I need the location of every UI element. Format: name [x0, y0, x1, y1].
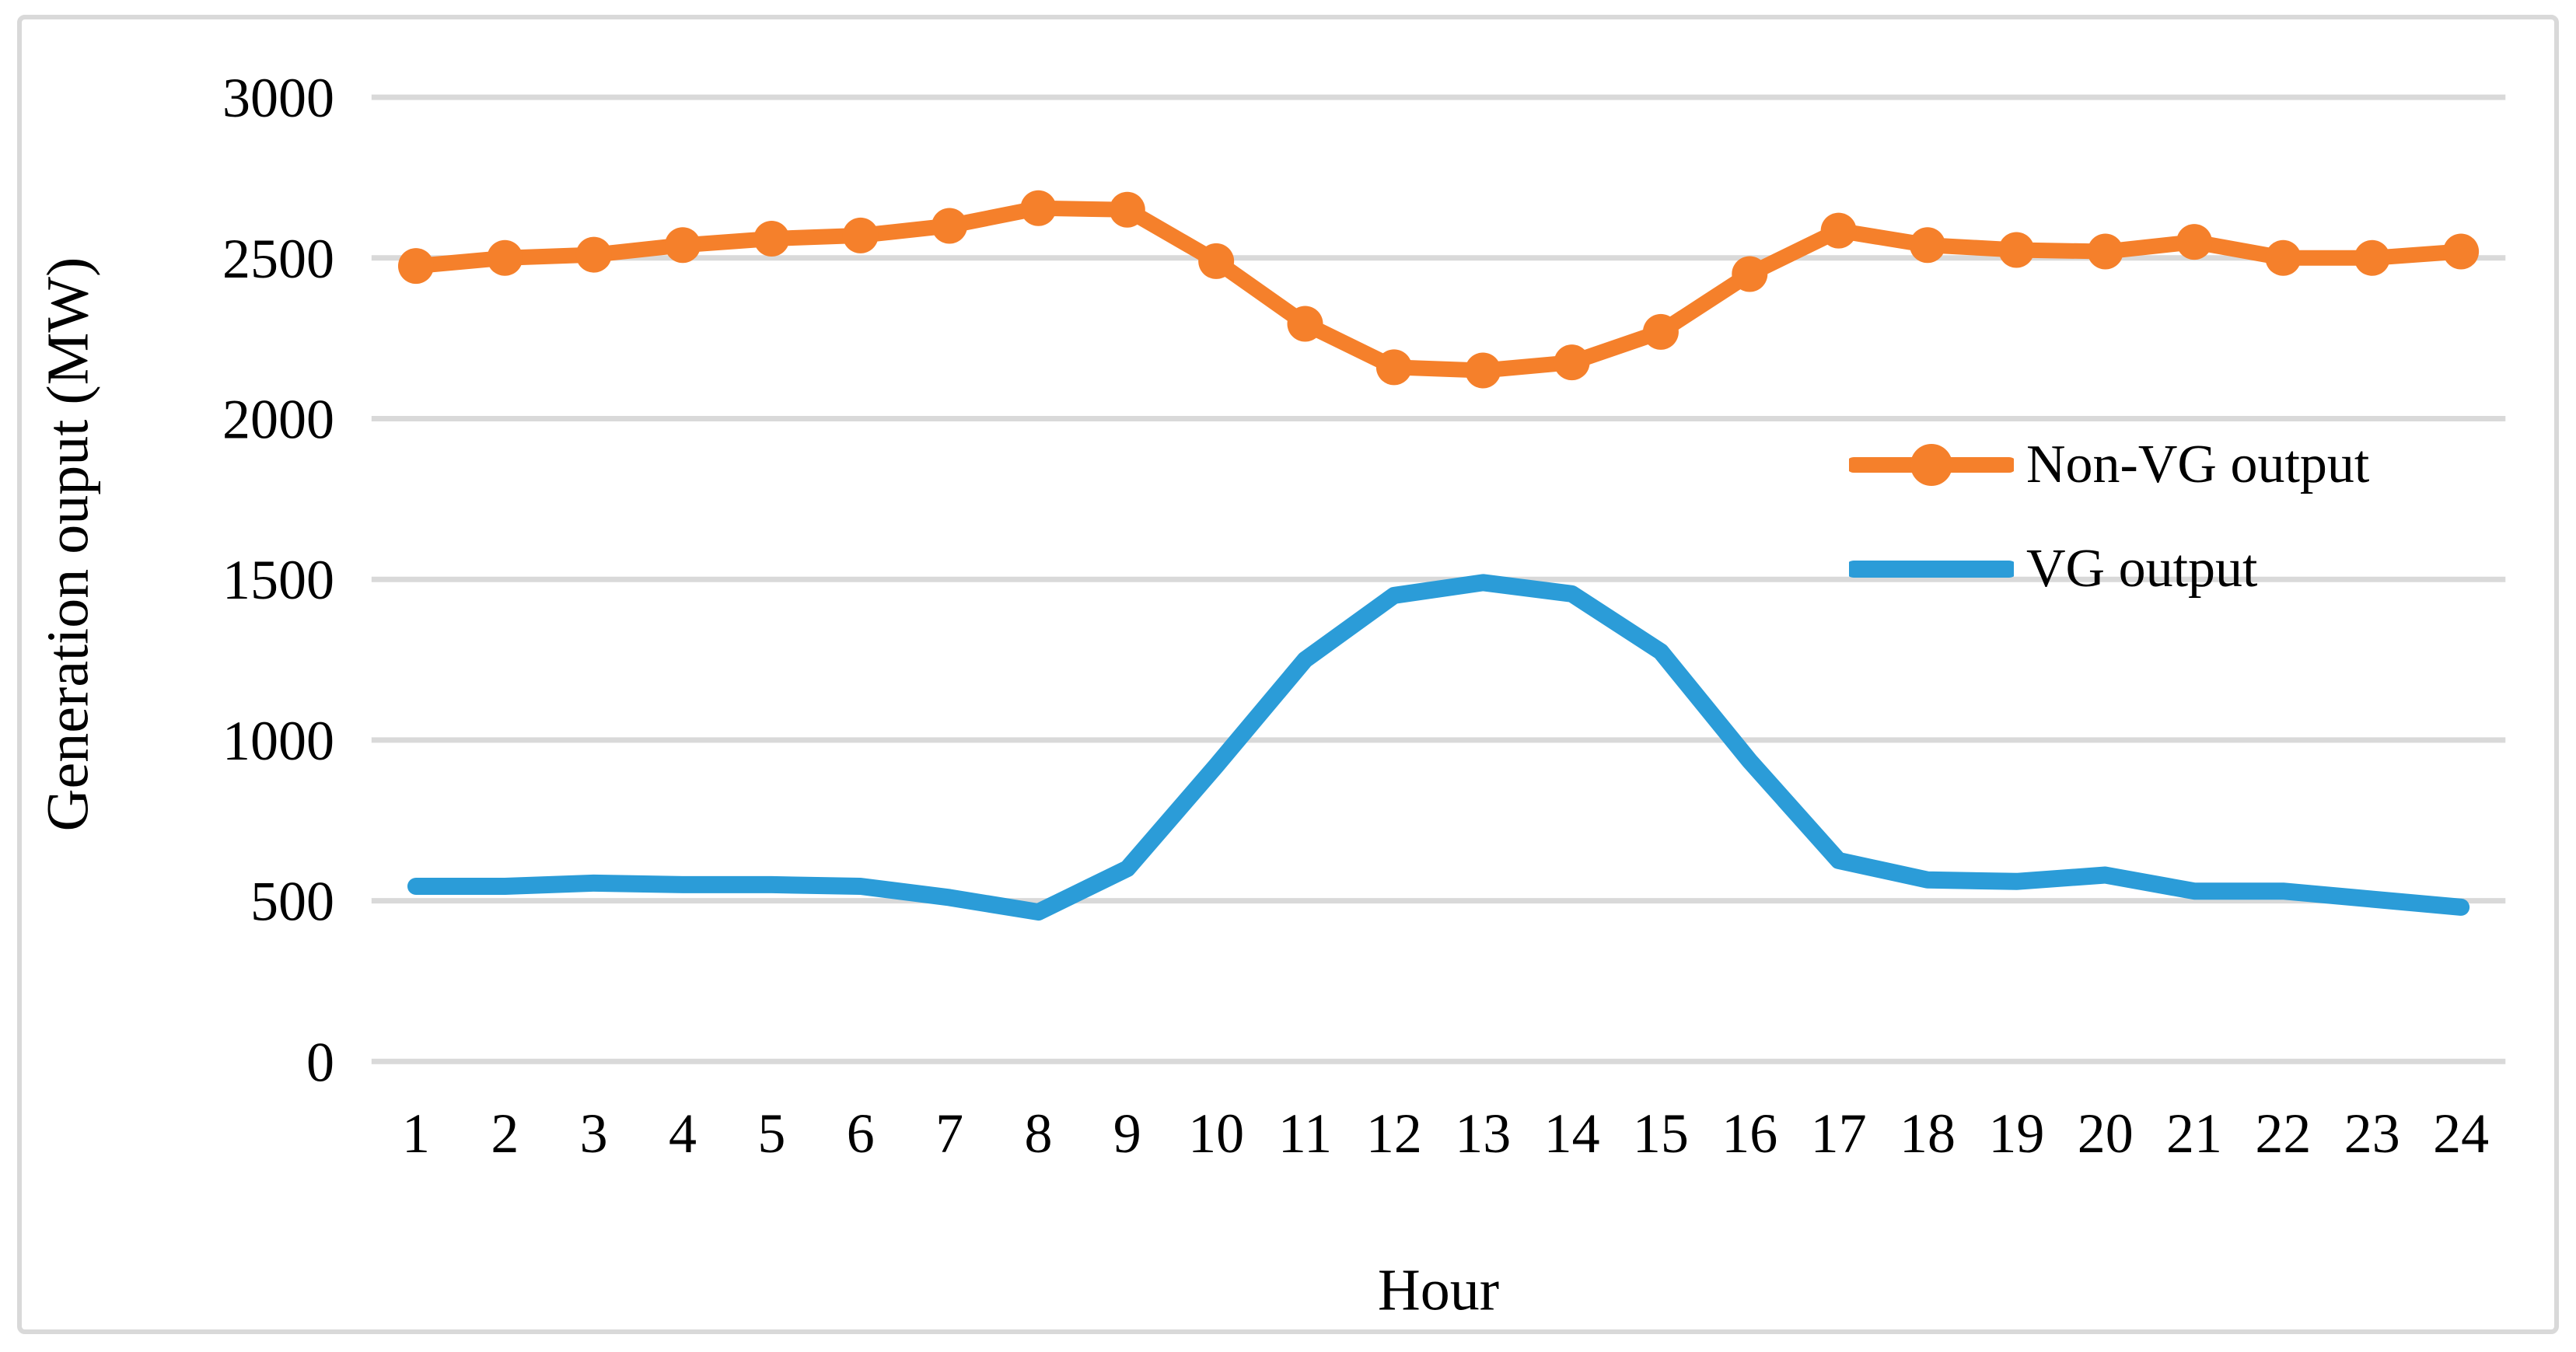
x-tick-label: 3: [580, 1102, 608, 1165]
x-tick-label: 5: [757, 1102, 785, 1165]
series-marker: [1375, 349, 1412, 386]
legend-item-non-vg: Non-VG output: [1849, 434, 2369, 496]
x-tick-label: 6: [847, 1102, 875, 1165]
series-marker: [1287, 306, 1323, 342]
x-tick-label: 15: [1633, 1102, 1689, 1165]
series-line-1: [407, 574, 2470, 921]
series-marker: [575, 236, 612, 273]
y-tick-label: 3000: [222, 67, 334, 129]
x-tick-label: 13: [1455, 1102, 1511, 1165]
series-marker: [2265, 239, 2302, 276]
x-tick-label: 23: [2344, 1102, 2400, 1165]
series-marker: [1554, 344, 1590, 381]
series-marker: [2443, 233, 2480, 270]
legend-item-vg: VG output: [1849, 538, 2258, 600]
x-tick-label: 10: [1188, 1102, 1244, 1165]
x-tick-label: 19: [1988, 1102, 2044, 1165]
x-tick-label: 4: [669, 1102, 697, 1165]
series-marker: [1732, 256, 1768, 292]
y-tick-label: 1000: [222, 710, 334, 772]
x-tick-label: 1: [402, 1102, 430, 1165]
y-tick-label: 500: [250, 871, 334, 933]
series-marker: [753, 220, 790, 257]
series-marker: [2354, 239, 2390, 276]
series-marker: [1198, 243, 1235, 279]
x-tick-label: 21: [2166, 1102, 2222, 1165]
series-marker: [2087, 233, 2123, 270]
x-axis-title: Hour: [1377, 1257, 1500, 1323]
series-marker: [665, 227, 701, 264]
x-tick-label: 8: [1024, 1102, 1052, 1165]
series-marker: [1909, 227, 1945, 264]
series-marker: [1020, 190, 1057, 226]
y-tick-label: 1500: [222, 549, 334, 611]
series-marker: [1642, 313, 1679, 350]
x-tick-label: 24: [2433, 1102, 2489, 1165]
x-tick-label: 14: [1544, 1102, 1600, 1165]
x-tick-label: 22: [2255, 1102, 2311, 1165]
series-marker: [1109, 191, 1145, 228]
series-marker: [1465, 352, 1501, 389]
y-axis-title: Generation ouput (MW): [35, 257, 101, 832]
x-tick-label: 17: [1811, 1102, 1867, 1165]
x-tick-label: 18: [1900, 1102, 1956, 1165]
chart-border: [17, 15, 2559, 1334]
x-tick-label: 2: [491, 1102, 519, 1165]
series-line-0: [407, 200, 2469, 379]
series-marker: [397, 248, 434, 285]
x-tick-label: 9: [1113, 1102, 1141, 1165]
x-tick-label: 7: [935, 1102, 963, 1165]
y-tick-label: 2000: [222, 389, 334, 451]
series-marker: [487, 239, 523, 276]
legend-label-vg: VG output: [2026, 539, 2258, 599]
series-marker: [931, 208, 968, 244]
series-marker: [2176, 224, 2213, 260]
non-vg-legend-line-icon: [1849, 444, 2014, 486]
x-tick-label: 16: [1721, 1102, 1777, 1165]
x-tick-label: 11: [1278, 1102, 1332, 1165]
x-tick-label: 20: [2078, 1102, 2134, 1165]
series-marker: [1820, 212, 1857, 249]
legend-label-non-vg: Non-VG output: [2026, 435, 2370, 494]
x-tick-label: 12: [1366, 1102, 1422, 1165]
series-marker: [1998, 232, 2035, 268]
vg-legend-line-icon: [1849, 561, 2014, 578]
series-marker: [842, 217, 879, 253]
y-tick-label: 0: [306, 1031, 334, 1093]
y-tick-label: 2500: [222, 228, 334, 290]
